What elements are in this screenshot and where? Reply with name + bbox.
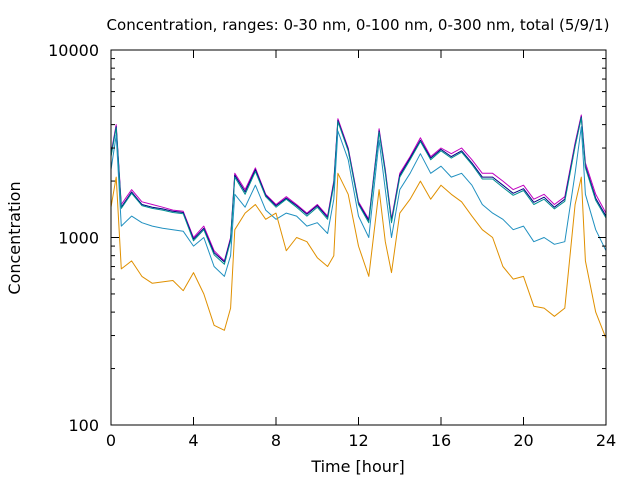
x-tick-label: 24 — [596, 431, 616, 450]
axis-layer: 0 4 8 12 16 20 24 100 1000 10000 — [48, 41, 616, 450]
x-tick-label: 20 — [513, 431, 533, 450]
plot-frame — [110, 49, 607, 426]
y-tick-label: 10000 — [48, 41, 99, 60]
x-tick-label: 16 — [431, 431, 451, 450]
series-line-2 — [110, 116, 607, 263]
series-line-3 — [110, 117, 607, 265]
y-axis-label: Concentration — [5, 181, 24, 294]
y-tick-label: 1000 — [58, 229, 99, 248]
series-layer — [110, 114, 607, 339]
x-tick-label: 0 — [106, 431, 116, 450]
x-tick-label: 4 — [188, 431, 198, 450]
series-line-4 — [110, 126, 607, 277]
x-axis-label: Time [hour] — [310, 457, 404, 476]
y-tick-label: 100 — [68, 416, 99, 435]
x-tick-label: 8 — [271, 431, 281, 450]
series-line-5 — [110, 172, 607, 339]
chart-title: Concentration, ranges: 0-30 nm, 0-100 nm… — [107, 16, 610, 34]
x-tick-label: 12 — [348, 431, 368, 450]
